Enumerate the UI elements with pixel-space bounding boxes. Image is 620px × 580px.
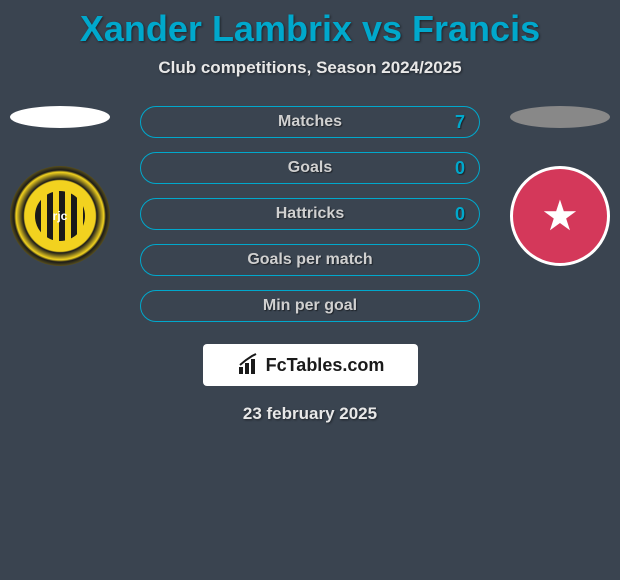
stat-row-goals: Goals 0	[140, 152, 480, 184]
stat-label: Min per goal	[263, 297, 357, 315]
right-player-marker	[510, 106, 610, 128]
comparison-date: 23 february 2025	[0, 404, 620, 424]
stat-label: Matches	[278, 113, 342, 131]
branding-text: FcTables.com	[266, 355, 385, 376]
chart-icon	[236, 353, 260, 377]
stat-label: Goals	[288, 159, 332, 177]
right-club-logo: ★	[510, 166, 610, 266]
mvv-star-icon: ★	[541, 195, 579, 237]
right-player-column: ★	[510, 106, 610, 266]
content-area: rjc ★ Matches 7 Goals 0 Hattricks 0 Goal…	[0, 106, 620, 424]
comparison-title: Xander Lambrix vs Francis	[0, 0, 620, 50]
stat-row-min-per-goal: Min per goal	[140, 290, 480, 322]
stat-value: 7	[455, 112, 465, 133]
stats-list: Matches 7 Goals 0 Hattricks 0 Goals per …	[140, 106, 480, 322]
stat-row-matches: Matches 7	[140, 106, 480, 138]
left-player-marker	[10, 106, 110, 128]
stat-label: Hattricks	[276, 205, 344, 223]
stat-value: 0	[455, 158, 465, 179]
stat-row-hattricks: Hattricks 0	[140, 198, 480, 230]
stat-label: Goals per match	[247, 251, 372, 269]
stat-row-goals-per-match: Goals per match	[140, 244, 480, 276]
roda-stripes: rjc	[35, 191, 85, 241]
branding-badge: FcTables.com	[203, 344, 418, 386]
left-club-logo: rjc	[10, 166, 110, 266]
stat-value: 0	[455, 204, 465, 225]
left-player-column: rjc	[10, 106, 110, 266]
comparison-subtitle: Club competitions, Season 2024/2025	[0, 58, 620, 78]
